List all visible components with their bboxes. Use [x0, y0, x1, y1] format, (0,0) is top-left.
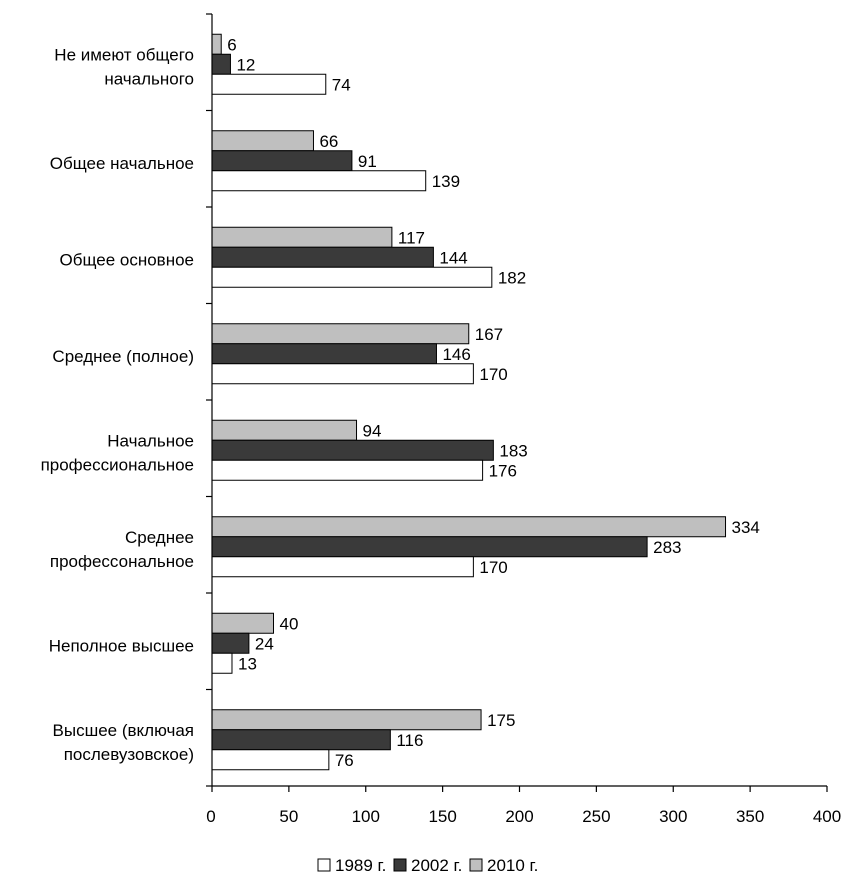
category-label: профессональное: [50, 552, 194, 571]
data-label: 144: [439, 248, 467, 267]
legend-swatch-3: [469, 858, 483, 872]
x-tick-label: 50: [279, 807, 298, 826]
labels-layer: 612 74 Не имеют общего начального 66 91 139 Общ…: [41, 35, 760, 770]
data-label: 116: [396, 731, 423, 750]
data-label: 170: [479, 558, 507, 577]
bar-1-6: [211, 556, 474, 578]
data-label: 176: [489, 461, 517, 480]
x-tick-label: 200: [505, 807, 533, 826]
legend-label-3: 2010 г.: [487, 856, 538, 875]
category-label: профессиональное: [41, 455, 194, 474]
category-label: Среднее: [125, 528, 194, 547]
bar-2-1: [211, 53, 231, 75]
bar-1-7: [211, 652, 233, 674]
x-tick-label: 250: [582, 807, 610, 826]
bar-1-2: [211, 170, 427, 192]
bar-2-6: [211, 536, 648, 558]
legend-label-2: 2002 г.: [411, 856, 462, 875]
data-label: 74: [332, 75, 351, 94]
data-label: 167: [475, 325, 503, 344]
bar-1-8: [211, 749, 330, 771]
x-tick-label: 350: [736, 807, 764, 826]
x-tick-label: 300: [659, 807, 687, 826]
data-label: 13: [238, 654, 257, 673]
bar-3-7: [211, 612, 274, 634]
category-label: Неполное высшее: [49, 636, 194, 655]
data-label: 283: [653, 538, 681, 557]
x-tick-label: 400: [813, 807, 841, 826]
data-label: 146: [442, 345, 470, 364]
data-label: 175: [487, 711, 515, 730]
bar-2-5: [211, 439, 494, 461]
data-label: 40: [280, 614, 299, 633]
x-tick-label: 100: [352, 807, 380, 826]
legend-swatch-2: [393, 858, 407, 872]
bar-1-5: [211, 459, 484, 481]
x-tick-label: 150: [428, 807, 456, 826]
data-label: 76: [335, 751, 354, 770]
category-label: послевузовское): [64, 745, 194, 764]
data-label: 12: [236, 55, 255, 74]
data-label: 6: [227, 35, 236, 54]
data-label: 183: [499, 441, 527, 460]
data-label: 117: [398, 228, 425, 247]
axis-layer: 0 50 100 150 200 250 300 350 400: [206, 13, 841, 826]
data-label: 182: [498, 268, 526, 287]
data-label: 139: [432, 172, 460, 191]
category-label: Высшее (включая: [53, 721, 194, 740]
bar-2-7: [211, 632, 250, 654]
data-label: 94: [363, 421, 382, 440]
bar-3-2: [211, 130, 314, 152]
bar-3-8: [211, 709, 482, 731]
bars-layer: [211, 33, 727, 771]
bar-2-4: [211, 343, 437, 365]
bar-2-3: [211, 246, 434, 268]
bar-3-3: [211, 226, 393, 248]
x-tick-label: 0: [206, 807, 215, 826]
data-label: 334: [732, 518, 760, 537]
bar-1-4: [211, 363, 474, 385]
bar-1-3: [211, 266, 493, 288]
category-label: Начальное: [107, 431, 194, 450]
bar-3-4: [211, 323, 470, 345]
bar-3-5: [211, 419, 358, 441]
bar-2-8: [211, 729, 391, 751]
legend: 1989 г. 2002 г. 2010 г.: [317, 856, 538, 875]
data-label: 91: [358, 152, 377, 171]
category-label: Среднее (полное): [52, 347, 194, 366]
category-label: Общее основное: [59, 250, 194, 269]
data-label: 24: [255, 634, 274, 653]
legend-label-1: 1989 г.: [335, 856, 386, 875]
bar-1-1: [211, 73, 327, 95]
category-label: начального: [104, 69, 194, 88]
data-label: 66: [319, 132, 338, 151]
bar-2-2: [211, 150, 353, 172]
category-label: Общее начальное: [50, 154, 194, 173]
data-label: 170: [479, 365, 507, 384]
bar-3-6: [211, 516, 727, 538]
bar-3-1: [211, 33, 222, 55]
legend-swatch-1: [317, 858, 331, 872]
category-label: Не имеют общего: [54, 45, 194, 64]
